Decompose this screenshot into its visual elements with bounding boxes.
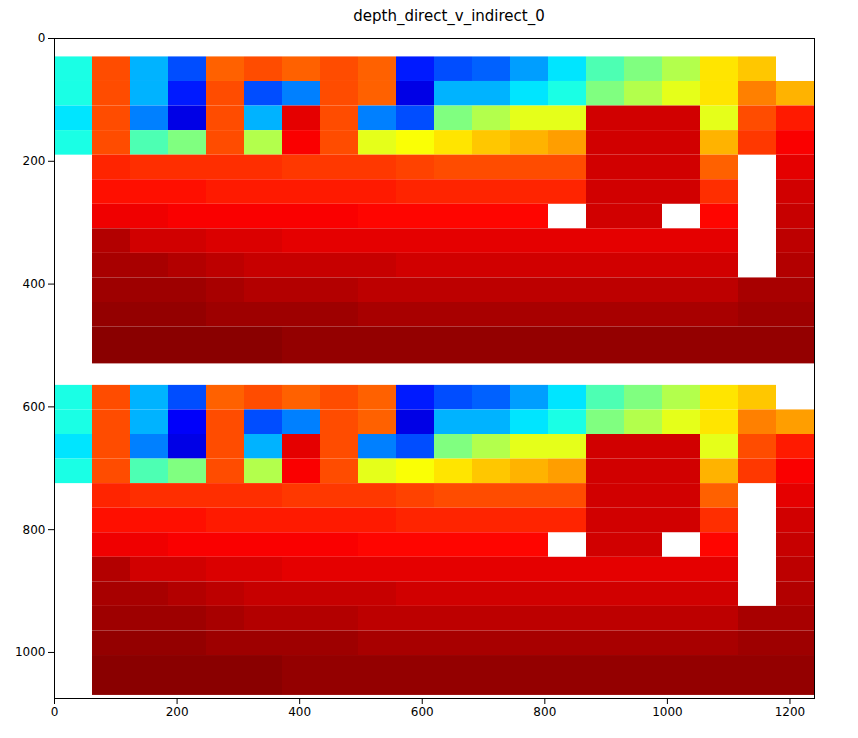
svg-text:800: 800 — [533, 705, 556, 719]
svg-text:200: 200 — [166, 705, 189, 719]
svg-text:400: 400 — [288, 705, 311, 719]
html-text:depth_direct_v_indirect_0: depth_direct_v_indirect_0 — [353, 7, 545, 25]
svg-text:600: 600 — [23, 400, 46, 414]
svg-text:0: 0 — [38, 31, 46, 45]
svg-text:400: 400 — [23, 277, 46, 291]
svg-text:1000: 1000 — [652, 705, 683, 719]
svg-text:0: 0 — [51, 705, 59, 719]
svg-text:800: 800 — [23, 523, 46, 537]
svg-text:1000: 1000 — [15, 645, 46, 659]
svg-text:200: 200 — [23, 154, 46, 168]
svg-text:600: 600 — [411, 705, 434, 719]
svg-text:1200: 1200 — [775, 705, 806, 719]
